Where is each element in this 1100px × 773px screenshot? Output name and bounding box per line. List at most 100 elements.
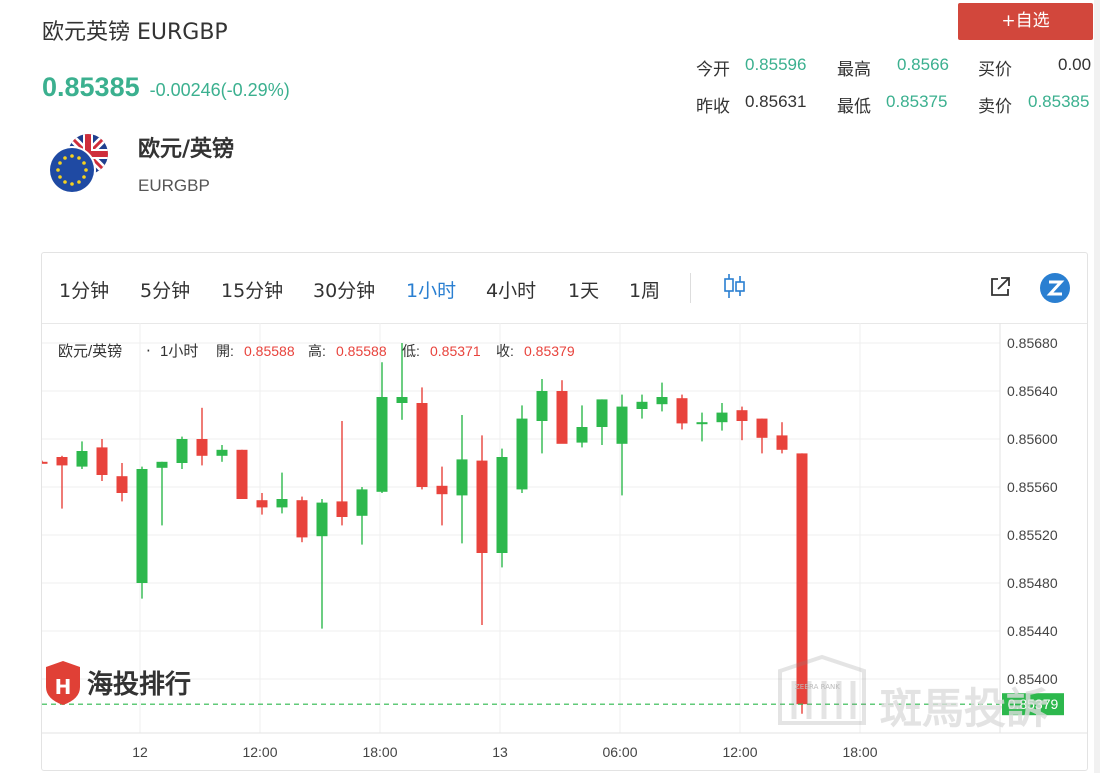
candle	[756, 418, 768, 454]
legend-open: 0.85588	[244, 343, 295, 359]
candle-body	[42, 461, 48, 464]
chart-toolbar: 1分钟 5分钟 15分钟 30分钟 1小时 4小时 1天 1周	[42, 253, 1087, 324]
candle-body	[376, 397, 388, 492]
x-tick-label: 06:00	[602, 744, 637, 760]
candle	[536, 379, 548, 454]
candle	[496, 448, 508, 568]
candle-body	[156, 461, 168, 468]
timeframe-5min[interactable]: 5分钟	[140, 280, 191, 302]
candle-body	[476, 460, 488, 553]
timeframe-1min[interactable]: 1分钟	[59, 280, 110, 302]
eur-gbp-flag-icon	[48, 134, 108, 194]
y-tick-label: 0.85680	[1007, 335, 1058, 351]
timeframe-4hour[interactable]: 4小时	[486, 280, 537, 302]
candle	[376, 362, 388, 493]
legend-symbol: 欧元/英镑	[58, 342, 122, 360]
legend-close: 0.85379	[524, 343, 575, 359]
bid-label: 买价	[978, 60, 1012, 79]
legend-high: 0.85588	[336, 343, 387, 359]
timeframe-15min[interactable]: 15分钟	[221, 280, 284, 302]
open-value: 0.85596	[745, 55, 807, 74]
legend-interval: 1小时	[160, 343, 198, 360]
y-tick-label: 0.85440	[1007, 623, 1058, 639]
candle-body	[516, 418, 528, 490]
candle-body	[656, 397, 668, 405]
prev-close-value: 0.85631	[745, 92, 807, 111]
x-tick-label: 12	[132, 744, 148, 760]
x-tick-label: 18:00	[362, 744, 397, 760]
candle	[256, 493, 268, 515]
page-title: 欧元英镑 EURGBP	[42, 20, 228, 45]
y-tick-label: 0.85600	[1007, 431, 1058, 447]
open-label: 今开	[696, 60, 730, 79]
candle-body	[96, 447, 108, 475]
candle	[616, 394, 628, 496]
y-tick-label: 0.85640	[1007, 383, 1058, 399]
candle	[316, 499, 328, 629]
high-value: 0.8566	[897, 55, 949, 74]
candle	[776, 422, 788, 454]
add-watchlist-button[interactable]: +自选	[958, 3, 1093, 40]
candle	[636, 394, 648, 419]
candle-body	[196, 439, 208, 456]
candle-body	[76, 451, 88, 467]
candle-body	[676, 398, 688, 424]
pair-name: 欧元/英镑	[138, 137, 235, 162]
candle	[56, 455, 68, 509]
candle-body	[776, 435, 788, 450]
chart-panel: 1分钟 5分钟 15分钟 30分钟 1小时 4小时 1天 1周 0.85680 0…	[41, 252, 1088, 771]
legend-high-label: 高:	[308, 343, 326, 359]
last-price-tag-label: 0.85379	[1008, 696, 1059, 712]
timeframe-1week[interactable]: 1周	[629, 280, 661, 302]
price-change: -0.00246(-0.29%)	[149, 80, 290, 100]
timeframe-1hour[interactable]: 1小时	[406, 280, 457, 302]
external-link-icon[interactable]	[989, 276, 1011, 298]
candle	[676, 394, 688, 430]
candle-body	[556, 391, 568, 444]
candlestick-icon[interactable]	[722, 273, 746, 299]
candle-body	[336, 501, 348, 517]
last-price-tag	[1002, 693, 1064, 716]
timeframe-30min[interactable]: 30分钟	[313, 280, 376, 302]
watermark-right-text: 斑馬投訴	[880, 684, 1048, 733]
candle	[296, 496, 308, 543]
candle-body	[256, 500, 268, 508]
candle-body	[756, 418, 768, 438]
candle-body	[696, 422, 708, 425]
high-label: 最高	[837, 60, 871, 79]
candle-body	[736, 410, 748, 421]
price-row: 0.85385 -0.00246(-0.29%)	[42, 72, 290, 103]
candle-body	[796, 453, 808, 705]
candle	[696, 412, 708, 442]
candle	[356, 487, 368, 545]
candle	[96, 439, 108, 481]
ask-value: 0.85385	[1028, 92, 1090, 111]
pair-code: EURGBP	[138, 176, 210, 195]
toolbar-divider	[690, 273, 691, 303]
page-scroll-strip	[1094, 0, 1100, 773]
low-value: 0.85375	[886, 92, 948, 111]
candle-body	[716, 412, 728, 423]
candle	[736, 406, 748, 441]
timeframe-1day[interactable]: 1天	[568, 280, 600, 302]
candle	[796, 453, 808, 714]
candle-body	[216, 449, 228, 456]
candle	[656, 382, 668, 412]
x-tick-label: 13	[492, 744, 508, 760]
prev-close-label: 昨收	[696, 97, 730, 116]
candle	[436, 466, 448, 526]
candlestick-chart[interactable]: 0.85680 0.85640 0.85600 0.85560 0.85520 0.854…	[42, 253, 1087, 770]
candle	[196, 407, 208, 466]
y-tick-label: 0.85400	[1007, 671, 1058, 687]
last-price: 0.85385	[42, 72, 140, 102]
candle	[576, 405, 588, 448]
candle	[216, 445, 228, 462]
candle-body	[456, 459, 468, 496]
watermark-left-text: 海投排行	[87, 669, 191, 700]
candle	[236, 449, 248, 499]
x-tick-label: 12:00	[722, 744, 757, 760]
watermark-right-small: ZEBRA RANK	[795, 683, 840, 691]
haitou-watermark-logo: H	[46, 661, 80, 705]
zebra-logo-icon[interactable]	[1040, 273, 1070, 303]
candle-body	[116, 476, 128, 493]
